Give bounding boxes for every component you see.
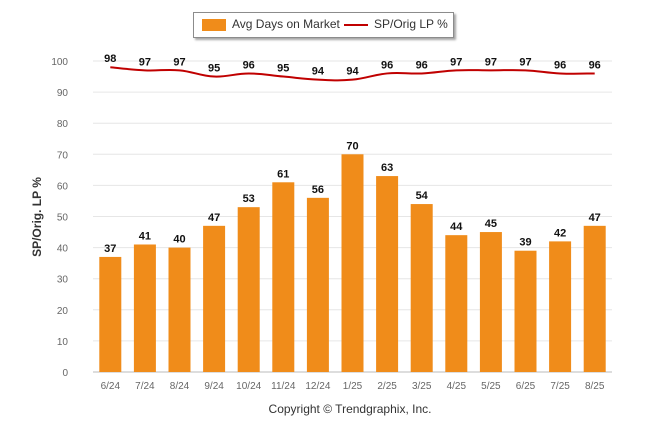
bar (168, 247, 191, 372)
line-value-label: 97 (485, 56, 497, 68)
line-value-label: 96 (416, 59, 428, 71)
x-tick-label: 7/24 (135, 381, 155, 392)
bar-value-label: 56 (312, 184, 324, 196)
bar (583, 225, 606, 372)
bar-value-label: 41 (139, 230, 151, 242)
legend-line-swatch (344, 24, 368, 26)
sp-orig-lp-line (110, 66, 595, 82)
y-tick-label: 80 (57, 119, 69, 130)
bar-value-label: 42 (554, 227, 566, 239)
bar (133, 244, 156, 372)
legend-line-label: SP/Orig LP % (374, 17, 448, 31)
y-tick-label: 60 (57, 181, 69, 192)
x-tick-label: 8/24 (170, 381, 190, 392)
y-tick-label: 30 (57, 275, 69, 286)
y-tick-label: 20 (57, 306, 69, 317)
line-value-label: 98 (104, 53, 116, 65)
x-tick-label: 2/25 (377, 381, 397, 392)
x-tick-label: 3/25 (412, 381, 432, 392)
line-value-label: 96 (243, 59, 255, 71)
legend-bar-swatch (202, 19, 226, 31)
line-value-label: 96 (589, 59, 601, 71)
bar (514, 250, 537, 372)
y-axis-label: SP/Orig. LP % (30, 177, 44, 257)
x-tick-label: 10/24 (236, 381, 261, 392)
copyright-footer: Copyright © Trendgraphix, Inc. (268, 402, 432, 416)
line-value-label: 94 (346, 66, 359, 78)
bar-value-label: 61 (277, 168, 289, 180)
bar (341, 154, 364, 372)
bar-value-label: 37 (104, 243, 116, 255)
bar (410, 204, 433, 372)
bar-value-label: 45 (485, 218, 497, 230)
y-tick-label: 100 (51, 57, 68, 68)
legend-bar-label: Avg Days on Market (232, 17, 340, 31)
line-value-label: 96 (381, 59, 393, 71)
bar (479, 232, 502, 372)
bar-value-label: 47 (208, 212, 220, 224)
y-tick-label: 10 (57, 337, 69, 348)
line-value-label: 97 (173, 56, 185, 68)
y-tick-label: 90 (57, 88, 69, 99)
bar-value-label: 53 (243, 193, 255, 205)
bar (99, 256, 122, 372)
bar-value-label: 63 (381, 162, 393, 174)
line-value-label: 97 (139, 56, 151, 68)
bar-value-label: 40 (173, 234, 185, 246)
bar-value-label: 47 (589, 212, 601, 224)
y-tick-label: 50 (57, 213, 69, 224)
line-value-label: 97 (450, 56, 462, 68)
y-axis-ticks: 0 10 20 30 40 50 60 70 80 90 100 (51, 57, 68, 379)
x-tick-label: 6/24 (101, 381, 121, 392)
bar (549, 241, 572, 372)
bar-value-label: 54 (416, 190, 429, 202)
bar-value-label: 39 (519, 237, 531, 249)
bar (272, 182, 295, 372)
y-tick-label: 0 (62, 368, 68, 379)
legend: Avg Days on Market SP/Orig LP % (193, 12, 454, 38)
bar-series: 37 41 40 47 53 61 56 70 63 54 44 45 39 42 47 (99, 140, 606, 372)
bar (445, 235, 468, 372)
x-tick-label: 4/25 (447, 381, 467, 392)
line-value-label: 97 (519, 56, 531, 68)
x-tick-label: 8/25 (585, 381, 605, 392)
y-tick-label: 70 (57, 150, 69, 161)
x-tick-label: 6/25 (516, 381, 536, 392)
line-value-label: 95 (208, 63, 220, 75)
line-value-label: 95 (277, 63, 289, 75)
x-tick-label: 12/24 (305, 381, 330, 392)
x-tick-label: 11/24 (271, 381, 296, 392)
bar (203, 225, 226, 372)
x-tick-label: 1/25 (343, 381, 363, 392)
bar-value-label: 70 (346, 140, 358, 152)
x-tick-label: 7/25 (550, 381, 570, 392)
y-tick-label: 40 (57, 244, 69, 255)
bar (376, 176, 399, 372)
x-axis-ticks: 6/24 7/24 8/24 9/24 10/24 11/24 12/24 1/25 2/25 3… (101, 381, 605, 392)
line-value-label: 94 (312, 66, 325, 78)
line-series: 98 97 97 95 96 95 94 94 96 96 97 97 97 96 96 (104, 53, 601, 82)
bar (237, 207, 260, 372)
bar (306, 197, 329, 372)
x-tick-label: 9/24 (204, 381, 224, 392)
line-value-label: 96 (554, 59, 566, 71)
bar-value-label: 44 (450, 221, 463, 233)
x-tick-label: 5/25 (481, 381, 501, 392)
